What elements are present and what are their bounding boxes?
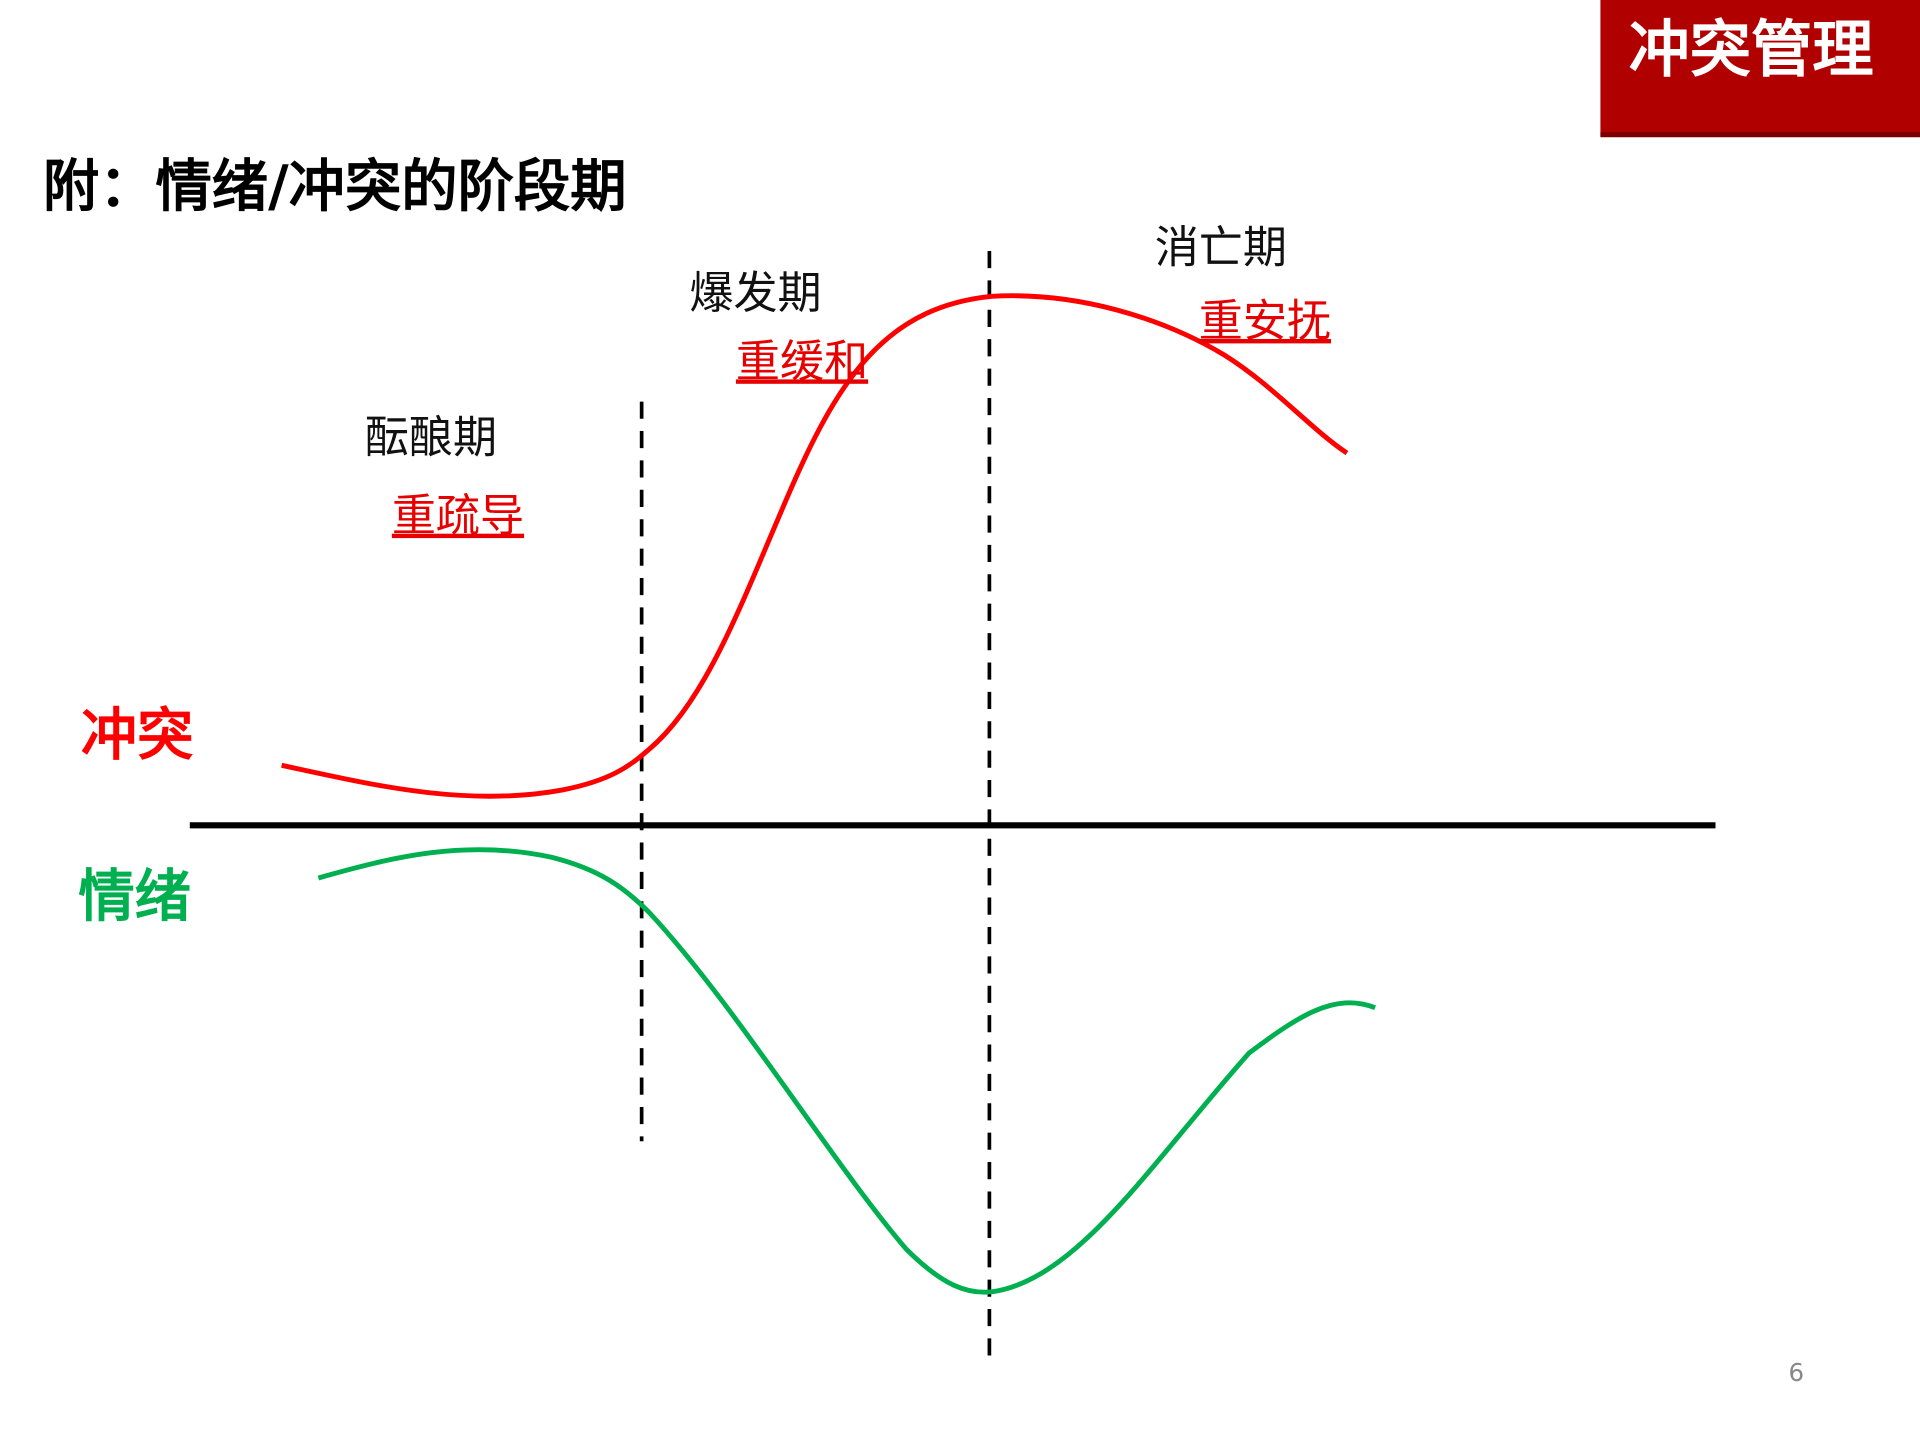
stage-strategy: 重疏导: [392, 491, 524, 542]
emotion-curve: [317, 847, 1377, 1295]
stage-name: 消亡期: [1155, 223, 1287, 274]
stage-strategy: 重安抚: [1199, 296, 1331, 347]
stage-strategy: 重缓和: [736, 336, 868, 387]
conflict-label: 冲突: [81, 703, 194, 768]
page-number: 6: [1789, 1358, 1805, 1387]
slide-content: 冲突管理 附：情绪/冲突的阶段期 酝酿期 重疏导 爆发期 重缓和 消亡期 重安抚…: [43, 0, 1920, 1387]
slide-title: 附：情绪/冲突的阶段期: [43, 154, 627, 219]
emotion-label: 情绪: [78, 865, 191, 930]
badge-box: [1600, 0, 1920, 138]
stage-name: 爆发期: [689, 268, 821, 319]
badge-shadow: [1600, 132, 1920, 138]
badge-text: 冲突管理: [1629, 14, 1874, 85]
conflict-curve: [281, 293, 1349, 799]
stage-name: 酝酿期: [365, 412, 497, 463]
